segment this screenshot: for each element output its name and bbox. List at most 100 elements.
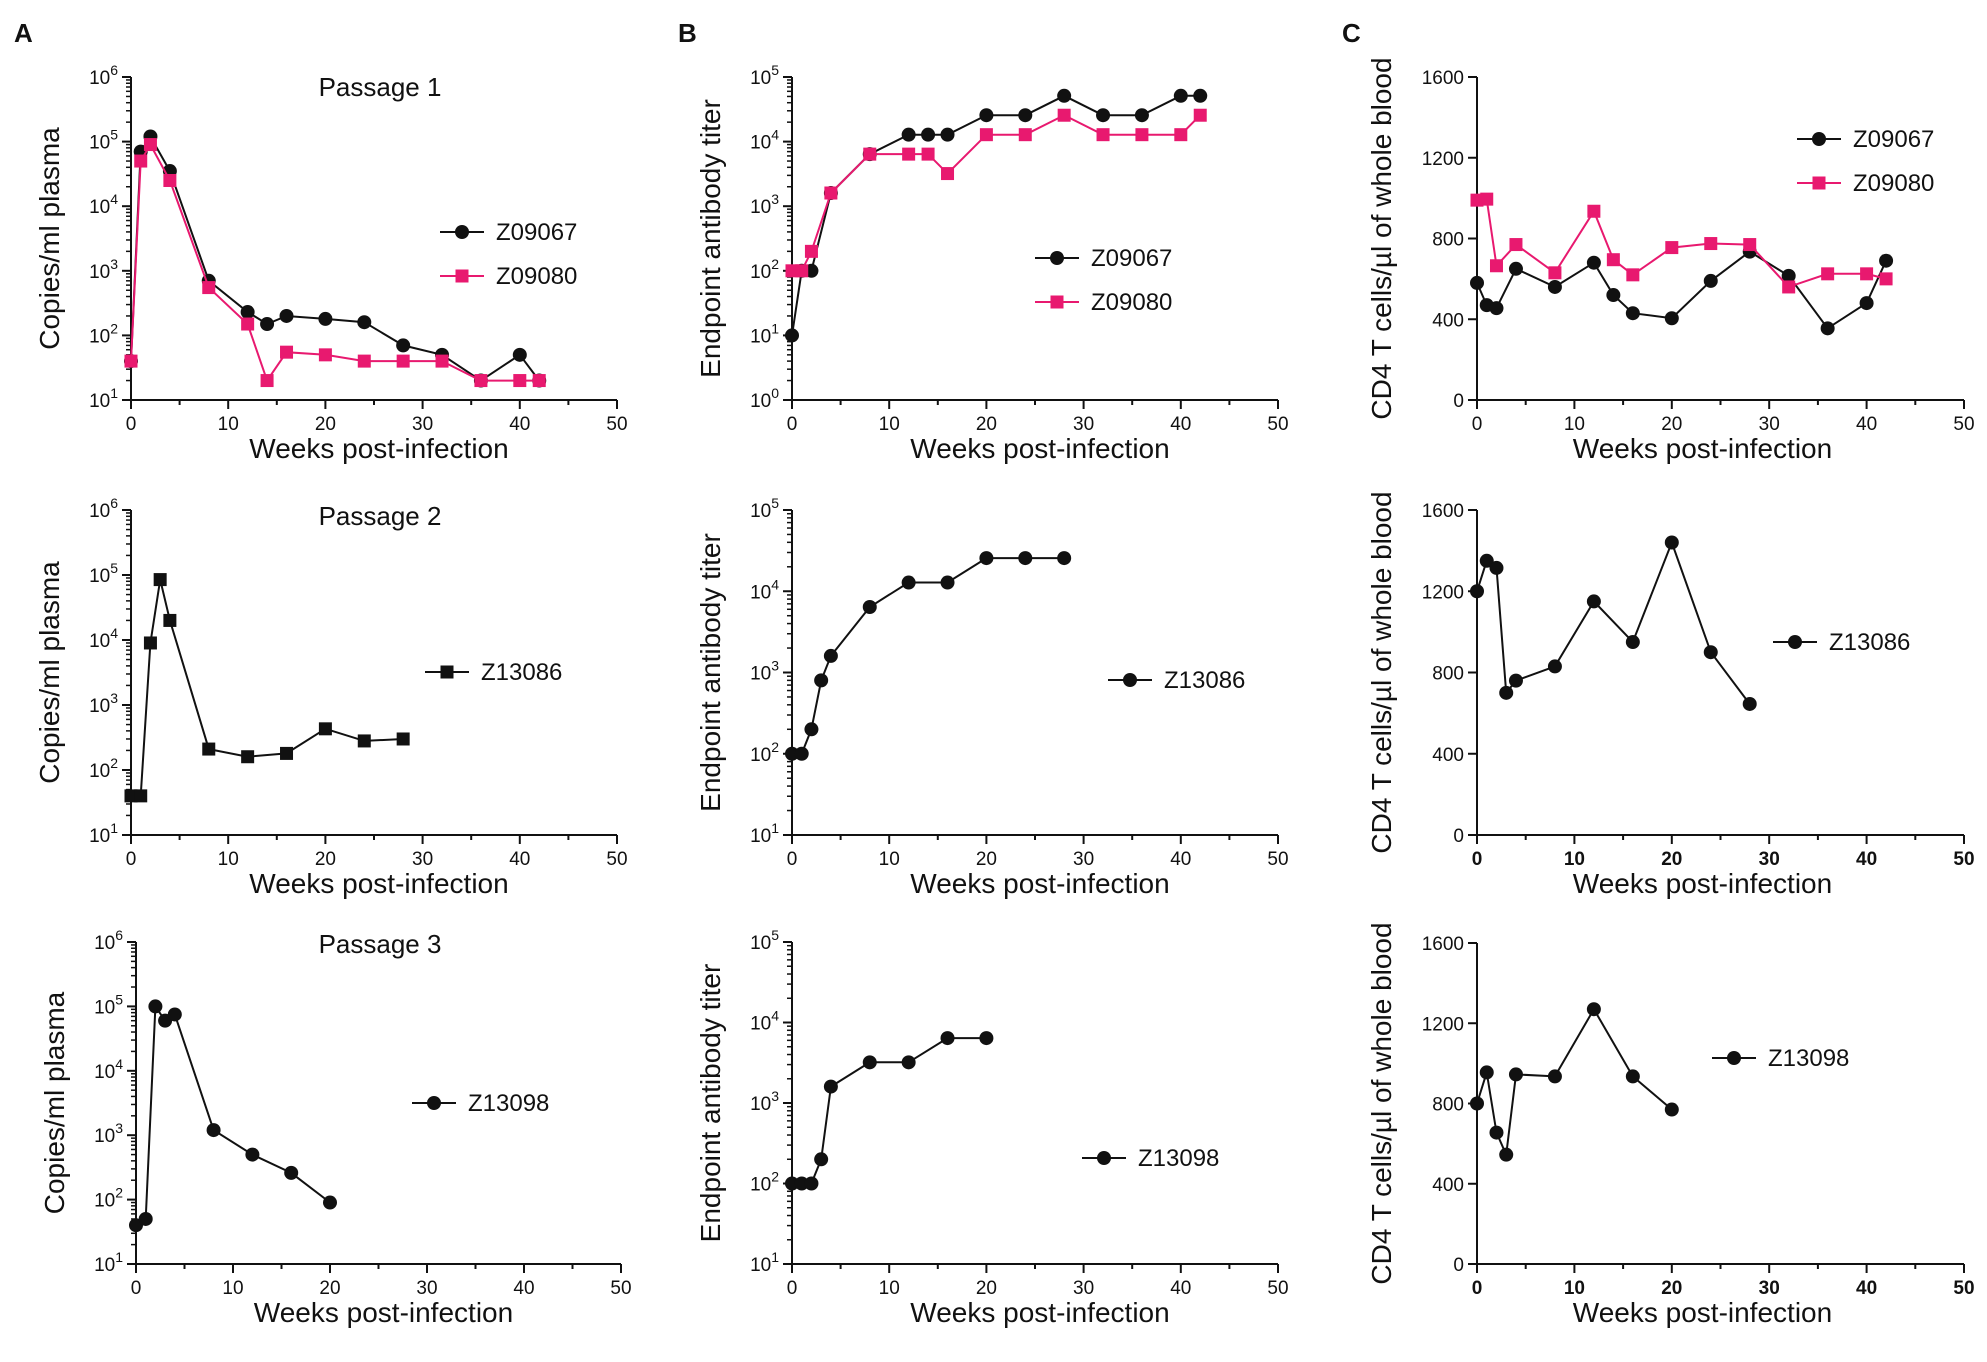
y-tick-label: 102 bbox=[94, 1185, 123, 1212]
data-point-z13086 bbox=[1489, 560, 1504, 575]
x-tick-label: 20 bbox=[315, 414, 336, 435]
data-point-z09080 bbox=[1743, 238, 1757, 252]
y-tick-label: 105 bbox=[89, 127, 118, 154]
data-point-z09080 bbox=[1782, 280, 1796, 294]
y-tick-label: 103 bbox=[750, 1088, 779, 1115]
y-tick-label: 106 bbox=[94, 927, 123, 954]
y-tick-label: 0 bbox=[1453, 391, 1464, 412]
data-point-z09080 bbox=[1606, 253, 1620, 267]
data-point-z09080 bbox=[202, 281, 216, 295]
data-point-z09080 bbox=[357, 354, 371, 368]
data-point-z13086 bbox=[901, 575, 916, 590]
data-point-z09080 bbox=[1704, 237, 1718, 251]
x-tick-label: 40 bbox=[509, 849, 530, 870]
legend-marker bbox=[1097, 1151, 1111, 1165]
x-tick-label: 0 bbox=[1472, 414, 1483, 435]
x-tick-label: 30 bbox=[416, 1278, 437, 1299]
data-point-z09067 bbox=[260, 317, 275, 332]
y-tick-label: 101 bbox=[750, 320, 779, 347]
y-tick-label: 800 bbox=[1432, 1095, 1464, 1116]
data-point-z13098 bbox=[940, 1031, 955, 1046]
y-tick-label: 102 bbox=[89, 755, 118, 782]
data-point-z13098 bbox=[1489, 1125, 1504, 1140]
x-axis-label: Weeks post-infection bbox=[249, 433, 508, 464]
x-tick-label: 10 bbox=[222, 1278, 243, 1299]
data-point-z09067 bbox=[1703, 273, 1718, 288]
legend-label: Z09067 bbox=[496, 219, 577, 246]
legend-marker bbox=[440, 665, 454, 679]
data-point-z09067 bbox=[1470, 275, 1484, 290]
x-tick-label: 40 bbox=[1856, 1278, 1877, 1299]
x-tick-label: 10 bbox=[879, 1278, 900, 1299]
y-tick-label: 105 bbox=[750, 62, 779, 89]
data-point-z09067 bbox=[1820, 321, 1835, 336]
data-point-z13098 bbox=[785, 1176, 799, 1191]
data-point-z09080 bbox=[1860, 267, 1874, 281]
data-point-z09080 bbox=[1665, 241, 1679, 255]
data-point-z09067 bbox=[1508, 261, 1523, 276]
panel-label-a: A bbox=[14, 18, 33, 48]
data-point-z09080 bbox=[1626, 268, 1640, 282]
data-point-z09067 bbox=[1664, 311, 1679, 326]
data-point-z13086 bbox=[163, 613, 177, 627]
data-point-z13086 bbox=[862, 599, 877, 614]
data-point-z13086 bbox=[794, 746, 809, 761]
data-point-z13098 bbox=[167, 1007, 182, 1022]
data-point-z09080 bbox=[124, 354, 138, 368]
data-point-z09080 bbox=[513, 374, 527, 388]
y-tick-label: 1600 bbox=[1422, 934, 1464, 955]
y-axis-label: Copies/ml plasma bbox=[34, 561, 65, 784]
y-tick-label: 102 bbox=[89, 320, 118, 347]
data-point-z13098 bbox=[148, 999, 163, 1014]
data-point-z13098 bbox=[1625, 1069, 1640, 1084]
y-tick-label: 101 bbox=[89, 820, 118, 847]
series-line-z13098 bbox=[135, 1003, 331, 1227]
data-point-z13086 bbox=[823, 648, 838, 663]
y-tick-label: 1600 bbox=[1422, 501, 1464, 522]
x-tick-label: 20 bbox=[976, 849, 997, 870]
data-point-z09067 bbox=[512, 347, 527, 362]
data-point-z09067 bbox=[921, 127, 936, 142]
chart-b1: 0 10 20 30 40 50 100 101 102 103 104 105 Weeks post-… bbox=[695, 62, 1289, 464]
data-point-z13086 bbox=[143, 636, 157, 650]
data-point-z09080 bbox=[1821, 267, 1835, 281]
y-axis-label: Copies/ml plasma bbox=[39, 991, 70, 1214]
x-tick-label: 10 bbox=[218, 414, 239, 435]
x-tick-label: 50 bbox=[1953, 414, 1974, 435]
x-tick-label: 50 bbox=[1267, 1278, 1288, 1299]
data-point-z13098 bbox=[979, 1031, 994, 1046]
x-axis-label: Weeks post-infection bbox=[1573, 868, 1832, 899]
legend-marker bbox=[1050, 251, 1064, 265]
y-axis-label: Endpoint antibody titer bbox=[695, 533, 726, 812]
data-point-z09080 bbox=[280, 345, 294, 359]
y-tick-label: 103 bbox=[94, 1120, 123, 1147]
x-tick-label: 40 bbox=[513, 1278, 534, 1299]
data-point-z09080 bbox=[435, 354, 449, 368]
x-tick-label: 20 bbox=[1661, 849, 1682, 870]
y-tick-label: 103 bbox=[89, 690, 118, 717]
data-point-z13098 bbox=[862, 1055, 877, 1070]
data-point-z13098 bbox=[814, 1152, 829, 1167]
data-point-z13098 bbox=[1547, 1069, 1562, 1084]
legend-marker bbox=[1812, 132, 1826, 146]
data-point-z09080 bbox=[824, 186, 838, 200]
data-point-z09067 bbox=[785, 328, 799, 343]
x-tick-label: 30 bbox=[1073, 414, 1094, 435]
data-point-z09067 bbox=[240, 305, 255, 320]
data-point-z09080 bbox=[260, 374, 274, 388]
data-point-z09080 bbox=[396, 354, 410, 368]
x-tick-label: 10 bbox=[1564, 1278, 1585, 1299]
data-point-z09067 bbox=[1606, 288, 1621, 303]
y-axis-label: Copies/ml plasma bbox=[34, 127, 65, 350]
chart-title: Passage 2 bbox=[319, 501, 442, 531]
data-point-z13086 bbox=[153, 573, 167, 587]
data-point-z13086 bbox=[1586, 594, 1601, 609]
x-tick-label: 40 bbox=[1170, 414, 1191, 435]
legend-label: Z09067 bbox=[1091, 245, 1172, 272]
legend-label: Z09067 bbox=[1853, 126, 1934, 153]
data-point-z09067 bbox=[357, 315, 372, 330]
chart-b3: 0 10 20 30 40 50 101 102 103 104 105 Weeks post-inf… bbox=[695, 927, 1289, 1328]
y-tick-label: 106 bbox=[89, 62, 118, 89]
x-tick-label: 50 bbox=[606, 849, 627, 870]
